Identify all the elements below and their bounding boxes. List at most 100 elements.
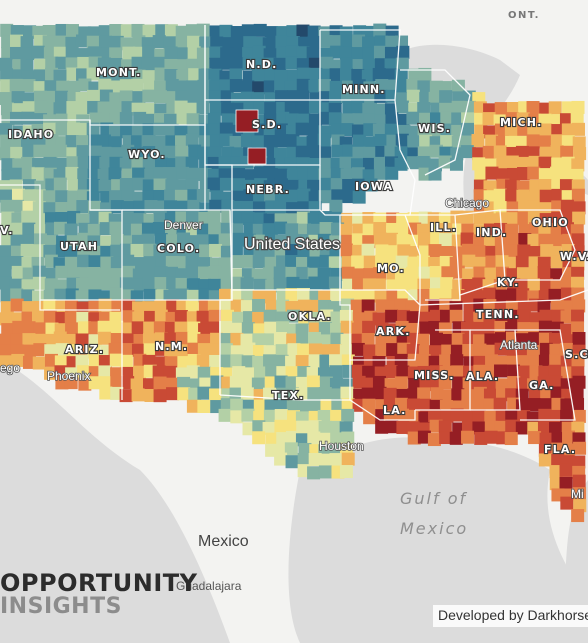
county-tile <box>251 57 265 71</box>
county-tile <box>196 47 210 61</box>
county-tile <box>77 168 91 182</box>
county-tile <box>451 112 465 126</box>
county-tile <box>153 178 167 192</box>
county-tile <box>308 354 322 368</box>
county-tile <box>67 267 81 281</box>
county-tile <box>319 157 333 171</box>
county-tile <box>185 156 199 170</box>
county-tile <box>394 397 408 411</box>
county-tile <box>307 256 321 270</box>
county-tile <box>319 222 333 236</box>
county-tile <box>207 112 221 126</box>
county-tile <box>394 298 408 312</box>
county-tile <box>32 276 46 290</box>
county-tile <box>416 333 430 347</box>
county-tile <box>363 344 377 358</box>
county-tile <box>252 345 266 359</box>
county-tile <box>550 166 564 180</box>
county-tile <box>516 355 530 369</box>
county-tile <box>505 189 519 203</box>
county-tile <box>131 157 145 171</box>
county-tile <box>331 189 345 203</box>
county-tile <box>539 123 553 137</box>
county-tile <box>395 100 409 114</box>
county-tile <box>429 309 443 323</box>
county-tile <box>21 279 35 293</box>
city-phoenix: Phoenix <box>47 369 90 383</box>
county-tile <box>9 278 23 292</box>
county-tile <box>10 146 24 160</box>
county-tile <box>285 288 299 302</box>
county-tile <box>43 267 57 281</box>
label-nebr: NEBR. <box>246 183 290 196</box>
county-tile <box>264 376 278 390</box>
county-tile <box>221 102 235 116</box>
county-tile <box>252 223 266 237</box>
county-tile <box>286 420 300 434</box>
county-tile <box>33 69 47 83</box>
county-tile <box>440 123 454 137</box>
county-tile <box>462 268 476 282</box>
county-tile <box>339 223 353 237</box>
county-tile <box>438 322 452 336</box>
county-tile <box>133 365 147 379</box>
opportunity-insights-logo[interactable]: OPPORTUNITY INSIGHTS <box>0 571 198 618</box>
county-tile <box>240 134 254 148</box>
county-tile <box>319 376 333 390</box>
county-tile <box>132 91 146 105</box>
county-tile <box>396 45 410 59</box>
county-tile <box>64 246 78 260</box>
county-tile <box>11 188 25 202</box>
label-mich: MICH. <box>500 116 543 129</box>
county-tile <box>340 34 354 48</box>
county-tile <box>230 36 244 50</box>
county-tile <box>560 310 574 324</box>
county-tile <box>44 278 58 292</box>
county-tile <box>218 408 232 422</box>
county-tile <box>528 332 542 346</box>
county-tile <box>318 344 332 358</box>
county-tile <box>185 265 199 279</box>
county-tile <box>10 255 24 269</box>
county-tile <box>297 246 311 260</box>
county-tile <box>297 168 311 182</box>
county-tile <box>362 223 376 237</box>
county-tile <box>295 376 309 390</box>
county-tile <box>176 166 190 180</box>
county-tile <box>416 155 430 169</box>
county-tile <box>297 188 311 202</box>
county-tile <box>97 57 111 71</box>
label-idaho: IDAHO <box>8 128 54 141</box>
label-ariz: ARIZ. <box>65 343 104 356</box>
county-tile <box>196 23 210 37</box>
county-tile <box>559 463 573 477</box>
county-tile <box>219 79 233 93</box>
county-tile <box>10 298 24 312</box>
county-tile <box>242 342 256 356</box>
county-tile <box>163 365 177 379</box>
county-tile <box>188 68 202 82</box>
county-tile <box>174 310 188 324</box>
county-tile <box>110 256 124 270</box>
county-tile <box>452 376 466 390</box>
label-iowa: IOWA <box>355 180 393 193</box>
county-tile <box>296 211 310 225</box>
county-tile <box>187 331 201 345</box>
county-tile <box>175 277 189 291</box>
county-tile <box>537 299 551 313</box>
county-tile <box>89 112 103 126</box>
county-tile <box>76 145 90 159</box>
county-tile <box>218 233 232 247</box>
county-tile <box>551 124 565 138</box>
county-tile <box>121 343 135 357</box>
county-tile <box>274 375 288 389</box>
county-tile <box>251 268 265 282</box>
county-tile <box>0 134 14 148</box>
county-tile <box>342 144 356 158</box>
developer-credit[interactable]: Developed by Darkhorse <box>433 605 588 627</box>
county-tile <box>98 365 112 379</box>
county-tile <box>352 212 366 226</box>
county-tile <box>209 243 223 257</box>
county-tile <box>163 36 177 50</box>
